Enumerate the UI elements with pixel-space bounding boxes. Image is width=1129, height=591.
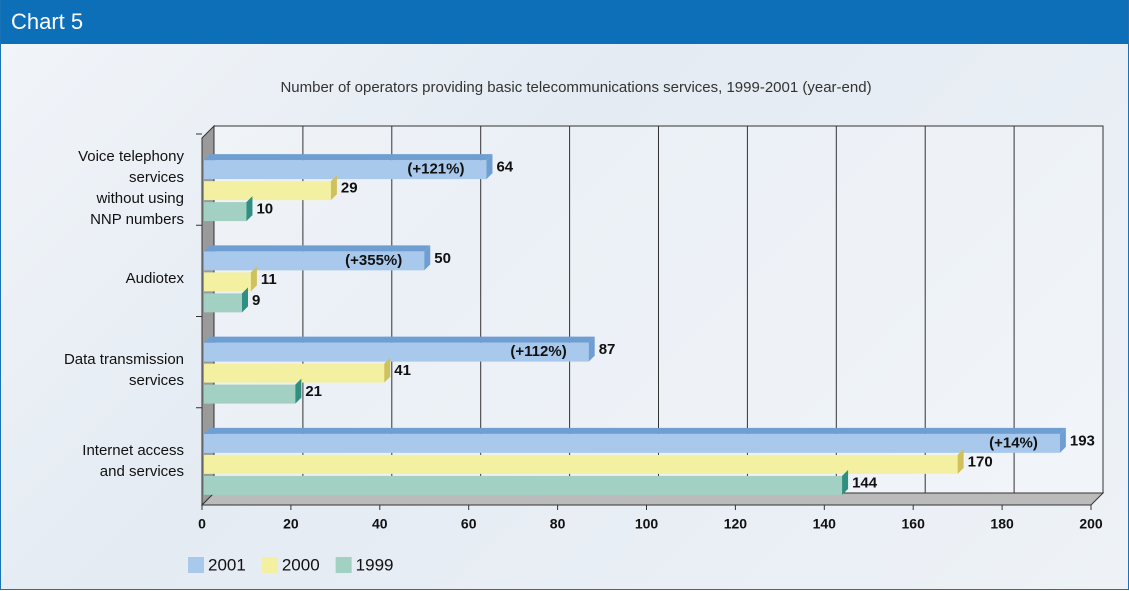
annotation: (+14%) bbox=[989, 434, 1038, 451]
bar bbox=[204, 384, 296, 404]
bar-top bbox=[204, 245, 431, 252]
bar-side bbox=[486, 154, 493, 180]
x-tick-label: 80 bbox=[550, 516, 566, 532]
value-label: 170 bbox=[968, 453, 993, 470]
bar-side bbox=[242, 287, 249, 313]
bar bbox=[204, 251, 425, 271]
value-label: 41 bbox=[394, 362, 411, 379]
x-tick-label: 180 bbox=[990, 516, 1014, 532]
bar bbox=[204, 363, 385, 383]
legend-swatch bbox=[335, 557, 352, 573]
bar bbox=[204, 293, 243, 313]
value-label: 21 bbox=[305, 383, 322, 400]
y-tick-label: Voice telephony services without using N… bbox=[78, 147, 184, 228]
value-label: 50 bbox=[434, 250, 451, 267]
bar bbox=[204, 475, 843, 495]
bar-side bbox=[957, 448, 964, 474]
bar-side bbox=[384, 357, 391, 383]
value-label: 193 bbox=[1070, 432, 1095, 449]
x-tick-label: 40 bbox=[372, 516, 388, 532]
bar-side bbox=[250, 266, 257, 292]
y-tick-label: Audiotex bbox=[125, 270, 184, 288]
bar-side bbox=[1059, 427, 1066, 453]
chart-title: Number of operators providing basic tele… bbox=[280, 79, 871, 96]
bar-top bbox=[204, 154, 493, 161]
x-tick-label: 0 bbox=[198, 516, 206, 532]
bar-side bbox=[246, 196, 253, 222]
x-tick-label: 120 bbox=[724, 516, 748, 532]
x-tick-label: 100 bbox=[635, 516, 659, 532]
legend-swatch bbox=[261, 557, 278, 573]
bar bbox=[204, 160, 487, 180]
bar-side bbox=[588, 336, 595, 362]
annotation: (+112%) bbox=[510, 343, 566, 360]
annotation: (+355%) bbox=[345, 252, 402, 269]
value-label: 9 bbox=[252, 292, 260, 309]
bar-side bbox=[330, 175, 337, 201]
bar-side bbox=[295, 378, 302, 404]
bar bbox=[204, 454, 958, 474]
y-tick-label: Internet access and services bbox=[82, 442, 184, 481]
bar bbox=[204, 202, 247, 222]
legend-label: 2000 bbox=[282, 555, 320, 574]
x-tick-label: 20 bbox=[283, 516, 299, 532]
bar-top bbox=[204, 336, 595, 343]
legend-label: 2001 bbox=[208, 555, 246, 574]
legend-swatch bbox=[188, 557, 204, 573]
bar bbox=[204, 181, 331, 201]
annotation: (+121%) bbox=[407, 161, 464, 178]
bar-side bbox=[424, 245, 431, 271]
bar-side bbox=[842, 469, 849, 495]
bar-top bbox=[204, 427, 1066, 434]
value-label: 10 bbox=[256, 201, 273, 218]
y-tick-label: Data transmission services bbox=[63, 351, 184, 390]
value-label: 64 bbox=[496, 159, 513, 176]
value-label: 87 bbox=[599, 341, 616, 358]
bar bbox=[204, 342, 589, 362]
header: Chart 5 bbox=[1, 0, 1128, 44]
bar bbox=[204, 272, 251, 292]
value-label: 29 bbox=[341, 180, 358, 197]
bar bbox=[204, 433, 1060, 453]
value-label: 144 bbox=[852, 474, 878, 491]
x-tick-label: 60 bbox=[461, 516, 477, 532]
value-label: 11 bbox=[261, 271, 277, 288]
x-tick-label: 200 bbox=[1079, 516, 1103, 532]
x-tick-label: 160 bbox=[902, 516, 926, 532]
x-tick-label: 140 bbox=[813, 516, 837, 532]
legend-label: 1999 bbox=[356, 555, 394, 574]
